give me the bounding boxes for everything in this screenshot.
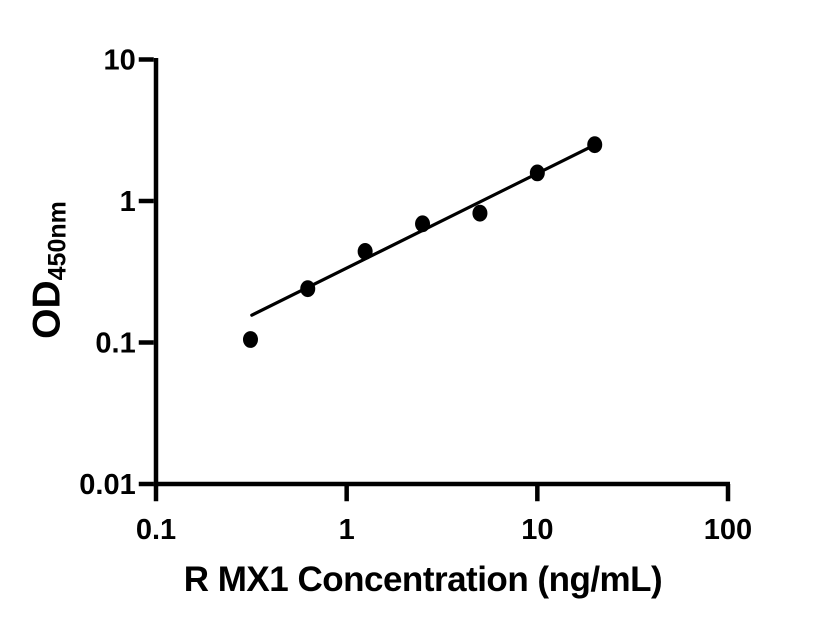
data-point bbox=[415, 215, 431, 233]
data-point bbox=[300, 280, 316, 298]
y-axis-title-main: OD bbox=[25, 280, 69, 339]
y-tick-label: 1 bbox=[120, 186, 136, 218]
data-points-group bbox=[242, 136, 603, 348]
data-point bbox=[357, 243, 373, 260]
x-tick-label: 0.1 bbox=[136, 514, 176, 546]
axes bbox=[153, 58, 730, 487]
x-axis-ticks: 0.1 1 10 100 bbox=[136, 484, 752, 546]
y-axis-ticks: 0.01 0.1 1 10 bbox=[79, 45, 154, 501]
y-tick-label: 0.1 bbox=[95, 328, 135, 360]
y-tick-label: 10 bbox=[103, 45, 135, 77]
x-tick-label: 1 bbox=[339, 514, 355, 546]
x-tick-label: 100 bbox=[704, 514, 752, 546]
x-tick-label: 10 bbox=[521, 514, 553, 546]
y-tick-label: 0.01 bbox=[79, 469, 135, 501]
y-axis-title-subscript: 450nm bbox=[43, 201, 72, 281]
data-point bbox=[587, 136, 603, 154]
data-point bbox=[242, 331, 258, 348]
x-axis-title: R MX1 Concentration (ng/mL) bbox=[183, 560, 663, 599]
data-point bbox=[472, 204, 488, 222]
data-point bbox=[529, 164, 545, 182]
y-axis-title: OD450nm bbox=[26, 201, 73, 339]
